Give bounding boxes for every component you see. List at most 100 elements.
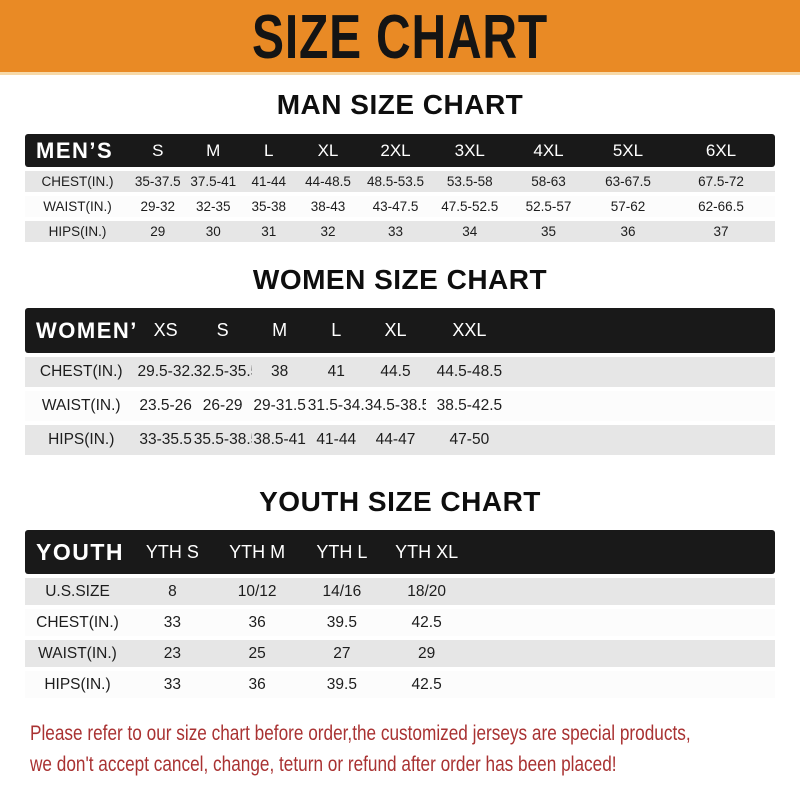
size-value-cell: 41 (307, 357, 365, 387)
size-value-cell: 29 (130, 221, 186, 242)
size-value-cell: 27 (299, 640, 385, 667)
size-value-cell: 42.5 (384, 609, 469, 636)
size-value-cell: 31 (241, 221, 297, 242)
size-value-cell: 33 (130, 671, 215, 698)
size-value-cell: 38.5-41 (251, 425, 308, 455)
size-value-cell: 38-43 (296, 196, 360, 217)
size-value-cell: 37.5-41 (185, 171, 241, 192)
youth-section-title: YOUTH SIZE CHART (259, 486, 541, 517)
size-value-cell: 44.5 (364, 357, 427, 387)
size-value-cell: 34 (431, 221, 508, 242)
size-column-header: XXL (426, 308, 513, 353)
table-corner-label: YOUTH (25, 530, 130, 574)
size-value-cell: 47.5-52.5 (431, 196, 508, 217)
size-value-cell: 32.5-35.5 (193, 357, 252, 387)
size-value-cell: 32-35 (185, 196, 241, 217)
size-value-cell: 25 (214, 640, 300, 667)
size-column-header: L (307, 308, 365, 353)
row-label: CHEST(IN.) (25, 171, 130, 192)
size-value-cell: 39.5 (299, 671, 385, 698)
filler-cell (469, 640, 775, 667)
size-value-cell: 53.5-58 (431, 171, 508, 192)
size-column-header: L (241, 134, 297, 167)
women-size-table: WOMEN’SXSSMLXLXXL CHEST(IN.)29.5-32.532.5… (25, 304, 775, 459)
size-column-header: XS (137, 308, 194, 353)
size-column-header: YTH S (130, 530, 215, 574)
filler-cell (469, 609, 775, 636)
size-value-cell: 41-44 (307, 425, 365, 455)
size-value-cell: 57-62 (588, 196, 667, 217)
youth-size-table: YOUTH YTH S YTH M YTH L YTH XL U.S.SIZE 8 10/12… (25, 526, 775, 702)
women-section-title: WOMEN SIZE CHART (252, 264, 548, 295)
table-row: HIPS(IN.)33-35.535.5-38.538.5-4141-4444-… (25, 425, 775, 455)
order-notice-line-1: Please refer to our size chart before or… (30, 721, 691, 745)
size-value-cell: 31.5-34.5 (307, 391, 365, 421)
size-chart-banner: SIZE CHART (0, 0, 800, 75)
size-column-header: 2XL (359, 134, 432, 167)
size-value-cell: 36 (588, 221, 667, 242)
size-value-cell: 39.5 (299, 609, 385, 636)
filler-cell (512, 308, 775, 353)
size-value-cell: 29 (384, 640, 469, 667)
size-value-cell: 35 (507, 221, 589, 242)
size-value-cell: 33-35.5 (137, 425, 194, 455)
size-value-cell: 33 (359, 221, 432, 242)
size-value-cell: 10/12 (214, 578, 300, 605)
size-column-header: YTH XL (384, 530, 469, 574)
row-label: HIPS(IN.) (25, 425, 138, 455)
size-value-cell: 62-66.5 (666, 196, 775, 217)
size-header-row: YOUTH YTH S YTH M YTH L YTH XL (25, 530, 775, 574)
filler-cell (469, 530, 775, 574)
filler-cell (469, 578, 775, 605)
size-value-cell: 44-48.5 (296, 171, 360, 192)
filler-cell (469, 671, 775, 698)
table-row: WAIST(IN.) 29-32 32-35 35-38 38-43 43-47.5 47.… (25, 196, 775, 217)
size-column-header: S (130, 134, 186, 167)
size-value-cell: 63-67.5 (588, 171, 667, 192)
filler-cell (512, 391, 775, 421)
size-value-cell: 36 (214, 609, 300, 636)
size-value-cell: 18/20 (384, 578, 469, 605)
table-row: HIPS(IN.) 33 36 39.5 42.5 (25, 671, 775, 698)
size-value-cell: 44.5-48.5 (426, 357, 513, 387)
size-column-header: YTH L (299, 530, 385, 574)
size-value-cell: 34.5-38.5 (364, 391, 427, 421)
table-row: WAIST(IN.) 23 25 27 29 (25, 640, 775, 667)
row-label: CHEST(IN.) (25, 357, 138, 387)
size-column-header: 3XL (431, 134, 508, 167)
size-value-cell: 42.5 (384, 671, 469, 698)
row-label: WAIST(IN.) (25, 640, 130, 667)
table-row: CHEST(IN.) 33 36 39.5 42.5 (25, 609, 775, 636)
size-value-cell: 58-63 (507, 171, 589, 192)
size-value-cell: 23 (130, 640, 215, 667)
women-section: WOMEN SIZE CHART WOMEN’SXSSMLXLXXL CHEST(… (0, 264, 800, 459)
table-corner-label: MEN’S (25, 134, 130, 167)
size-column-header: 5XL (588, 134, 667, 167)
table-row: CHEST(IN.) 35-37.5 37.5-41 41-44 44-48.5 48.5… (25, 171, 775, 192)
size-value-cell: 35-38 (241, 196, 297, 217)
filler-cell (512, 425, 775, 455)
size-value-cell: 33 (130, 609, 215, 636)
size-header-row: MEN’S S M L XL 2XL 3XL 4XL 5XL 6XL (25, 134, 775, 167)
size-value-cell: 44-47 (364, 425, 427, 455)
size-column-header: XL (364, 308, 427, 353)
row-label: CHEST(IN.) (25, 609, 130, 636)
size-value-cell: 38 (251, 357, 308, 387)
size-column-header: M (185, 134, 241, 167)
row-label: U.S.SIZE (25, 578, 130, 605)
size-value-cell: 35.5-38.5 (193, 425, 252, 455)
size-value-cell: 14/16 (299, 578, 385, 605)
row-label: WAIST(IN.) (25, 196, 130, 217)
row-label: HIPS(IN.) (25, 671, 130, 698)
size-header-row: WOMEN’SXSSMLXLXXL (25, 308, 775, 353)
size-value-cell: 38.5-42.5 (426, 391, 513, 421)
order-notice-line-2: we don't accept cancel, change, teturn o… (30, 752, 617, 776)
table-row: CHEST(IN.)29.5-32.532.5-35.5384144.544.5… (25, 357, 775, 387)
filler-cell (512, 357, 775, 387)
table-row: HIPS(IN.) 29 30 31 32 33 34 35 36 37 (25, 221, 775, 242)
size-column-header: S (193, 308, 252, 353)
size-value-cell: 52.5-57 (507, 196, 589, 217)
size-value-cell: 23.5-26 (137, 391, 194, 421)
men-section-title: MAN SIZE CHART (276, 89, 524, 120)
size-value-cell: 29.5-32.5 (137, 357, 194, 387)
